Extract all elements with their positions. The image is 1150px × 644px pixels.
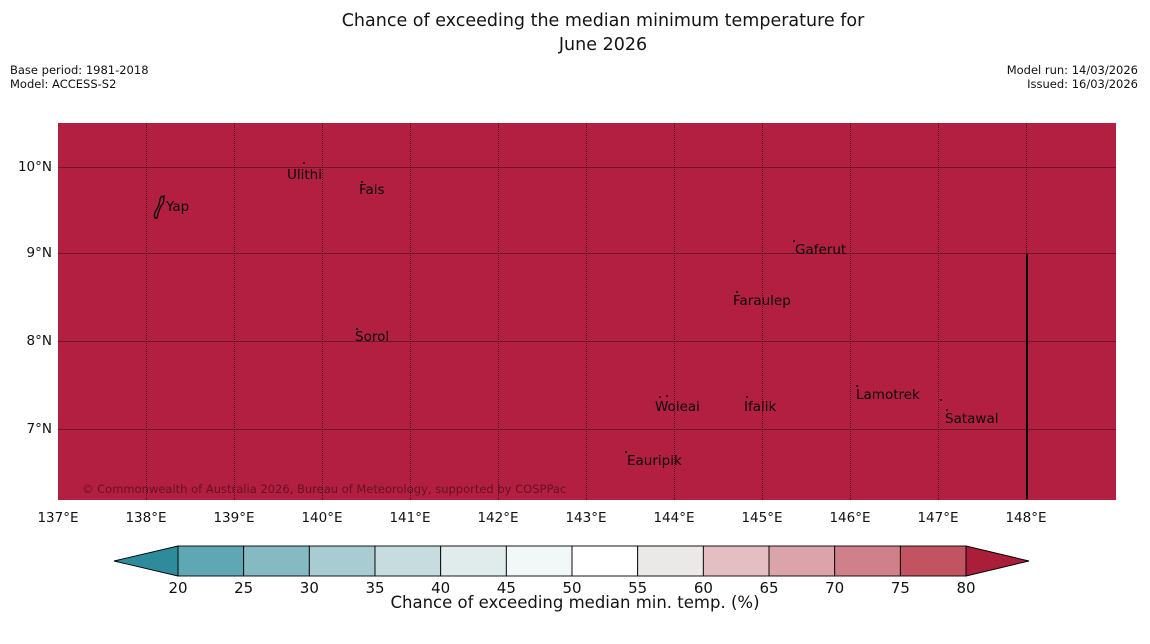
island-dot-woleai bbox=[666, 395, 668, 397]
latitude-tick-label: 10°N bbox=[17, 159, 52, 175]
colorbar-segment bbox=[702, 545, 770, 577]
longitude-gridline bbox=[410, 123, 411, 500]
latitude-gridline bbox=[58, 429, 1116, 430]
longitude-tick-label: 143°E bbox=[565, 510, 607, 526]
island-label-woleai: Woleai bbox=[655, 399, 700, 415]
longitude-gridline bbox=[674, 123, 675, 500]
island-dot-ifalik bbox=[746, 396, 748, 398]
colorbar-segment bbox=[768, 545, 836, 577]
longitude-tick-label: 141°E bbox=[389, 510, 431, 526]
colorbar-tick-label: 75 bbox=[890, 579, 910, 597]
colorbar-segment bbox=[243, 545, 310, 577]
base-period-text: Base period: 1981-2018 bbox=[10, 63, 149, 77]
longitude-gridline bbox=[146, 123, 147, 500]
colorbar-tick-label: 25 bbox=[234, 579, 254, 597]
issued-text: Issued: 16/03/2026 bbox=[1027, 76, 1138, 91]
colorbar-segment bbox=[834, 545, 901, 577]
longitude-tick-label: 138°E bbox=[125, 510, 167, 526]
island-label-sorol: Sorol bbox=[355, 329, 390, 345]
longitude-gridline bbox=[498, 123, 499, 500]
colorbar-segment bbox=[177, 545, 245, 577]
longitude-gridline bbox=[586, 123, 587, 500]
longitude-tick-label: 140°E bbox=[301, 510, 343, 526]
colorbar-under-arrow bbox=[113, 545, 179, 577]
colorbar-tick-label: 40 bbox=[431, 579, 451, 597]
colorbar-over-arrow bbox=[965, 545, 1030, 577]
colorbar-tick-label: 65 bbox=[759, 579, 779, 597]
model-text: Model: ACCESS-S2 bbox=[10, 76, 117, 91]
colorbar-tick-label: 80 bbox=[956, 579, 976, 597]
colorbar-segment bbox=[637, 545, 704, 577]
colorbar-tick-label: 20 bbox=[168, 579, 188, 597]
colorbar-tick-label: 30 bbox=[299, 579, 319, 597]
longitude-tick-label: 145°E bbox=[741, 510, 783, 526]
longitude-gridline bbox=[850, 123, 851, 500]
page-title-line1: Chance of exceeding the median minimum t… bbox=[341, 11, 865, 31]
island-dot-eauripik bbox=[625, 451, 627, 453]
colorbar-caption: Chance of exceeding median min. temp. (%… bbox=[390, 593, 760, 612]
longitude-tick-label: 146°E bbox=[829, 510, 871, 526]
colorbar-tick-label: 50 bbox=[562, 579, 582, 597]
latitude-tick-label: 9°N bbox=[26, 245, 52, 261]
map-area: © Commonwealth of Australia 2026, Bureau… bbox=[58, 123, 1116, 500]
yap-island-outline bbox=[153, 194, 165, 219]
island-label-gaferut: Gaferut bbox=[795, 242, 847, 258]
latitude-gridline bbox=[58, 341, 1116, 342]
island-label-ulithi: Ulithi bbox=[287, 167, 322, 183]
region-border-line bbox=[1026, 254, 1028, 499]
colorbar-tick-label: 55 bbox=[628, 579, 648, 597]
longitude-gridline bbox=[938, 123, 939, 500]
colorbar-segment bbox=[308, 545, 376, 577]
longitude-tick-label: 148°E bbox=[1005, 510, 1047, 526]
longitude-gridline bbox=[762, 123, 763, 500]
longitude-tick-label: 144°E bbox=[653, 510, 695, 526]
longitude-gridline bbox=[234, 123, 235, 500]
latitude-tick-label: 8°N bbox=[26, 333, 52, 349]
island-label-eauripik: Eauripik bbox=[627, 453, 682, 469]
island-dot-lamotrek bbox=[856, 385, 858, 387]
island-dot-faraulep bbox=[736, 291, 738, 293]
model-run-text: Model run: 14/03/2026 bbox=[1006, 63, 1138, 77]
longitude-gridline bbox=[322, 123, 323, 500]
meta-right: Model run: 14/03/2026 Issued: 16/03/2026 bbox=[1006, 63, 1138, 91]
colorbar-tick-label: 45 bbox=[496, 579, 516, 597]
island-dot-satawal bbox=[946, 409, 948, 411]
latitude-tick-label: 7°N bbox=[26, 421, 52, 437]
latitude-gridline bbox=[58, 167, 1116, 168]
meta-left: Base period: 1981-2018 Model: ACCESS-S2 bbox=[10, 63, 149, 91]
colorbar-segment bbox=[440, 545, 507, 577]
island-dot-lamotrek bbox=[940, 399, 942, 401]
island-label-faraulep: Faraulep bbox=[733, 293, 791, 309]
island-dot-ulithi bbox=[303, 162, 305, 164]
colorbar-segment bbox=[899, 545, 967, 577]
page-title: Chance of exceeding the median minimum t… bbox=[56, 9, 1150, 57]
colorbar-segment bbox=[374, 545, 442, 577]
longitude-tick-label: 137°E bbox=[37, 510, 79, 526]
island-dot-gaferut bbox=[793, 240, 795, 242]
copyright-text: © Commonwealth of Australia 2026, Bureau… bbox=[82, 482, 567, 496]
longitude-tick-label: 142°E bbox=[477, 510, 519, 526]
island-dot-woleai bbox=[659, 396, 661, 398]
page-title-line2: June 2026 bbox=[558, 35, 648, 55]
island-label-ifalik: Ifalik bbox=[744, 399, 777, 415]
island-dot-sorol bbox=[356, 328, 358, 330]
latitude-gridline bbox=[58, 253, 1116, 254]
island-label-fais: Fais bbox=[359, 182, 385, 198]
island-label-yap: Yap bbox=[166, 199, 190, 215]
colorbar-tick-label: 60 bbox=[693, 579, 713, 597]
island-label-satawal: Satawal bbox=[945, 411, 999, 427]
colorbar-segment bbox=[505, 545, 573, 577]
island-label-lamotrek: Lamotrek bbox=[856, 387, 920, 403]
colorbar-tick-label: 35 bbox=[365, 579, 385, 597]
longitude-tick-label: 139°E bbox=[213, 510, 255, 526]
longitude-tick-label: 147°E bbox=[917, 510, 959, 526]
colorbar bbox=[113, 545, 1030, 577]
island-dot-fais bbox=[361, 181, 363, 183]
colorbar-segment bbox=[571, 545, 639, 577]
colorbar-tick-label: 70 bbox=[825, 579, 845, 597]
